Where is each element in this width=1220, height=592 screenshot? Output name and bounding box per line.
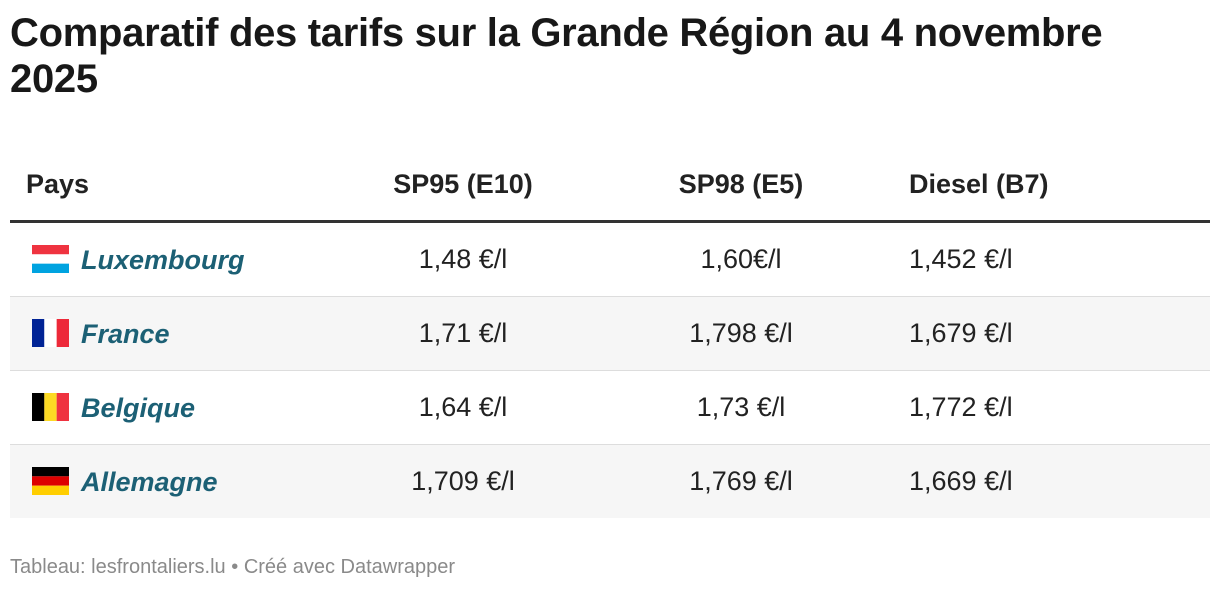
table-row-belgique: Belgique 1,64 €/l 1,73 €/l 1,772 €/l	[10, 371, 1210, 445]
sp95-price: 1,71 €/l	[418, 318, 508, 348]
diesel-price: 1,669 €/l	[909, 466, 1013, 496]
country-cell: Luxembourg	[32, 223, 245, 296]
country-name: Belgique	[81, 393, 196, 424]
table-header-row: Pays SP95 (E10) SP98 (E5) Diesel (B7)	[10, 148, 1210, 223]
country-name: France	[81, 319, 170, 350]
column-header-country[interactable]: Pays	[26, 169, 90, 199]
column-header-diesel[interactable]: Diesel (B7)	[909, 169, 1049, 199]
chart-footer: Tableau: lesfrontaliers.lu • Créé avec D…	[10, 556, 455, 579]
sp98-price: 1,769 €/l	[689, 466, 793, 496]
source-note: Tableau: lesfrontaliers.lu	[10, 556, 226, 578]
sp95-price: 1,64 €/l	[418, 392, 508, 422]
belgium-flag-icon	[32, 392, 69, 421]
country-name: Allemagne	[81, 467, 218, 498]
diesel-price: 1,772 €/l	[909, 392, 1013, 422]
table-row-allemagne: Allemagne 1,709 €/l 1,769 €/l 1,669 €/l	[10, 445, 1210, 518]
sp98-price: 1,798 €/l	[689, 318, 793, 348]
luxembourg-flag-icon	[32, 244, 69, 273]
country-name: Luxembourg	[81, 245, 245, 276]
diesel-price: 1,679 €/l	[909, 318, 1013, 348]
datawrapper-credit[interactable]: Créé avec Datawrapper	[243, 556, 456, 578]
country-cell: Allemagne	[32, 445, 218, 518]
sp95-price: 1,709 €/l	[411, 466, 515, 496]
germany-flag-icon	[32, 466, 69, 495]
table-row-luxembourg: Luxembourg 1,48 €/l 1,60€/l 1,452 €/l	[10, 223, 1210, 297]
country-cell: Belgique	[32, 371, 195, 444]
footer-separator: •	[225, 556, 244, 578]
diesel-price: 1,452 €/l	[909, 244, 1013, 274]
table-row-france: France 1,71 €/l 1,798 €/l 1,679 €/l	[10, 297, 1210, 371]
page-title: Comparatif des tarifs sur la Grande Régi…	[10, 11, 1103, 101]
fuel-price-table: Pays SP95 (E10) SP98 (E5) Diesel (B7) Lu…	[10, 148, 1210, 518]
column-header-sp98[interactable]: SP98 (E5)	[678, 169, 804, 199]
sp98-price: 1,60€/l	[700, 244, 782, 274]
column-header-sp95[interactable]: SP95 (E10)	[393, 169, 533, 199]
sp98-price: 1,73 €/l	[696, 392, 786, 422]
france-flag-icon	[32, 318, 69, 347]
country-cell: France	[32, 297, 170, 370]
sp95-price: 1,48 €/l	[418, 244, 508, 274]
